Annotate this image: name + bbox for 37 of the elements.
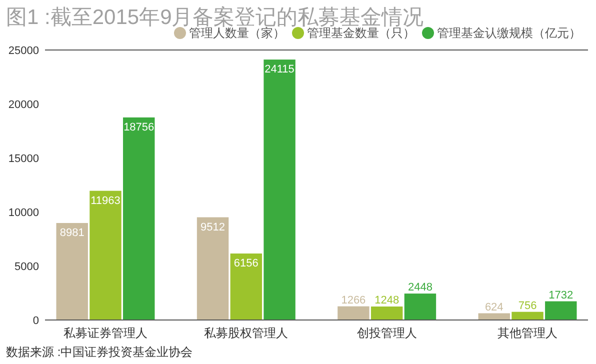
bar <box>230 254 262 320</box>
data-label: 8981 <box>60 227 84 240</box>
bar <box>264 60 296 320</box>
source-note: 数据来源 :中国证券投资基金业协会 <box>6 345 193 359</box>
y-tick-label: 10000 <box>8 207 39 219</box>
y-tick-label: 5000 <box>14 261 39 273</box>
legend-label: 管理人数量（家） <box>189 26 285 40</box>
y-tick-label: 0 <box>32 315 39 327</box>
data-label: 1266 <box>341 294 366 306</box>
data-label: 9512 <box>200 221 226 234</box>
data-label: 6156 <box>234 258 258 270</box>
x-tick-label: 私募证券管理人 <box>63 326 148 340</box>
data-label: 756 <box>518 300 537 312</box>
data-label: 11963 <box>90 194 120 207</box>
y-tick-label: 25000 <box>8 45 39 57</box>
y-tick-label: 15000 <box>8 153 39 165</box>
data-label: 624 <box>484 301 504 314</box>
bar <box>56 223 88 320</box>
x-tick-label: 私募股权管理人 <box>204 326 288 340</box>
data-label: 2448 <box>408 282 432 294</box>
bar <box>338 306 370 320</box>
data-label: 24115 <box>264 64 294 76</box>
bar <box>545 301 577 320</box>
bar <box>196 217 229 320</box>
bar <box>404 294 436 320</box>
bar <box>123 117 155 320</box>
x-tick-label: 创投管理人 <box>356 326 417 340</box>
data-label: 1248 <box>374 294 400 307</box>
legend-label: 管理基金认缴规模（亿元） <box>437 26 581 40</box>
bar <box>370 306 403 320</box>
x-tick-label: 其他管理人 <box>498 326 558 340</box>
bar <box>512 312 544 320</box>
y-tick-label: 20000 <box>8 99 39 111</box>
legend-label: 管理基金数量（只） <box>307 26 415 40</box>
data-label: 18756 <box>124 121 154 134</box>
bar <box>90 190 122 320</box>
data-label: 1732 <box>548 289 574 302</box>
